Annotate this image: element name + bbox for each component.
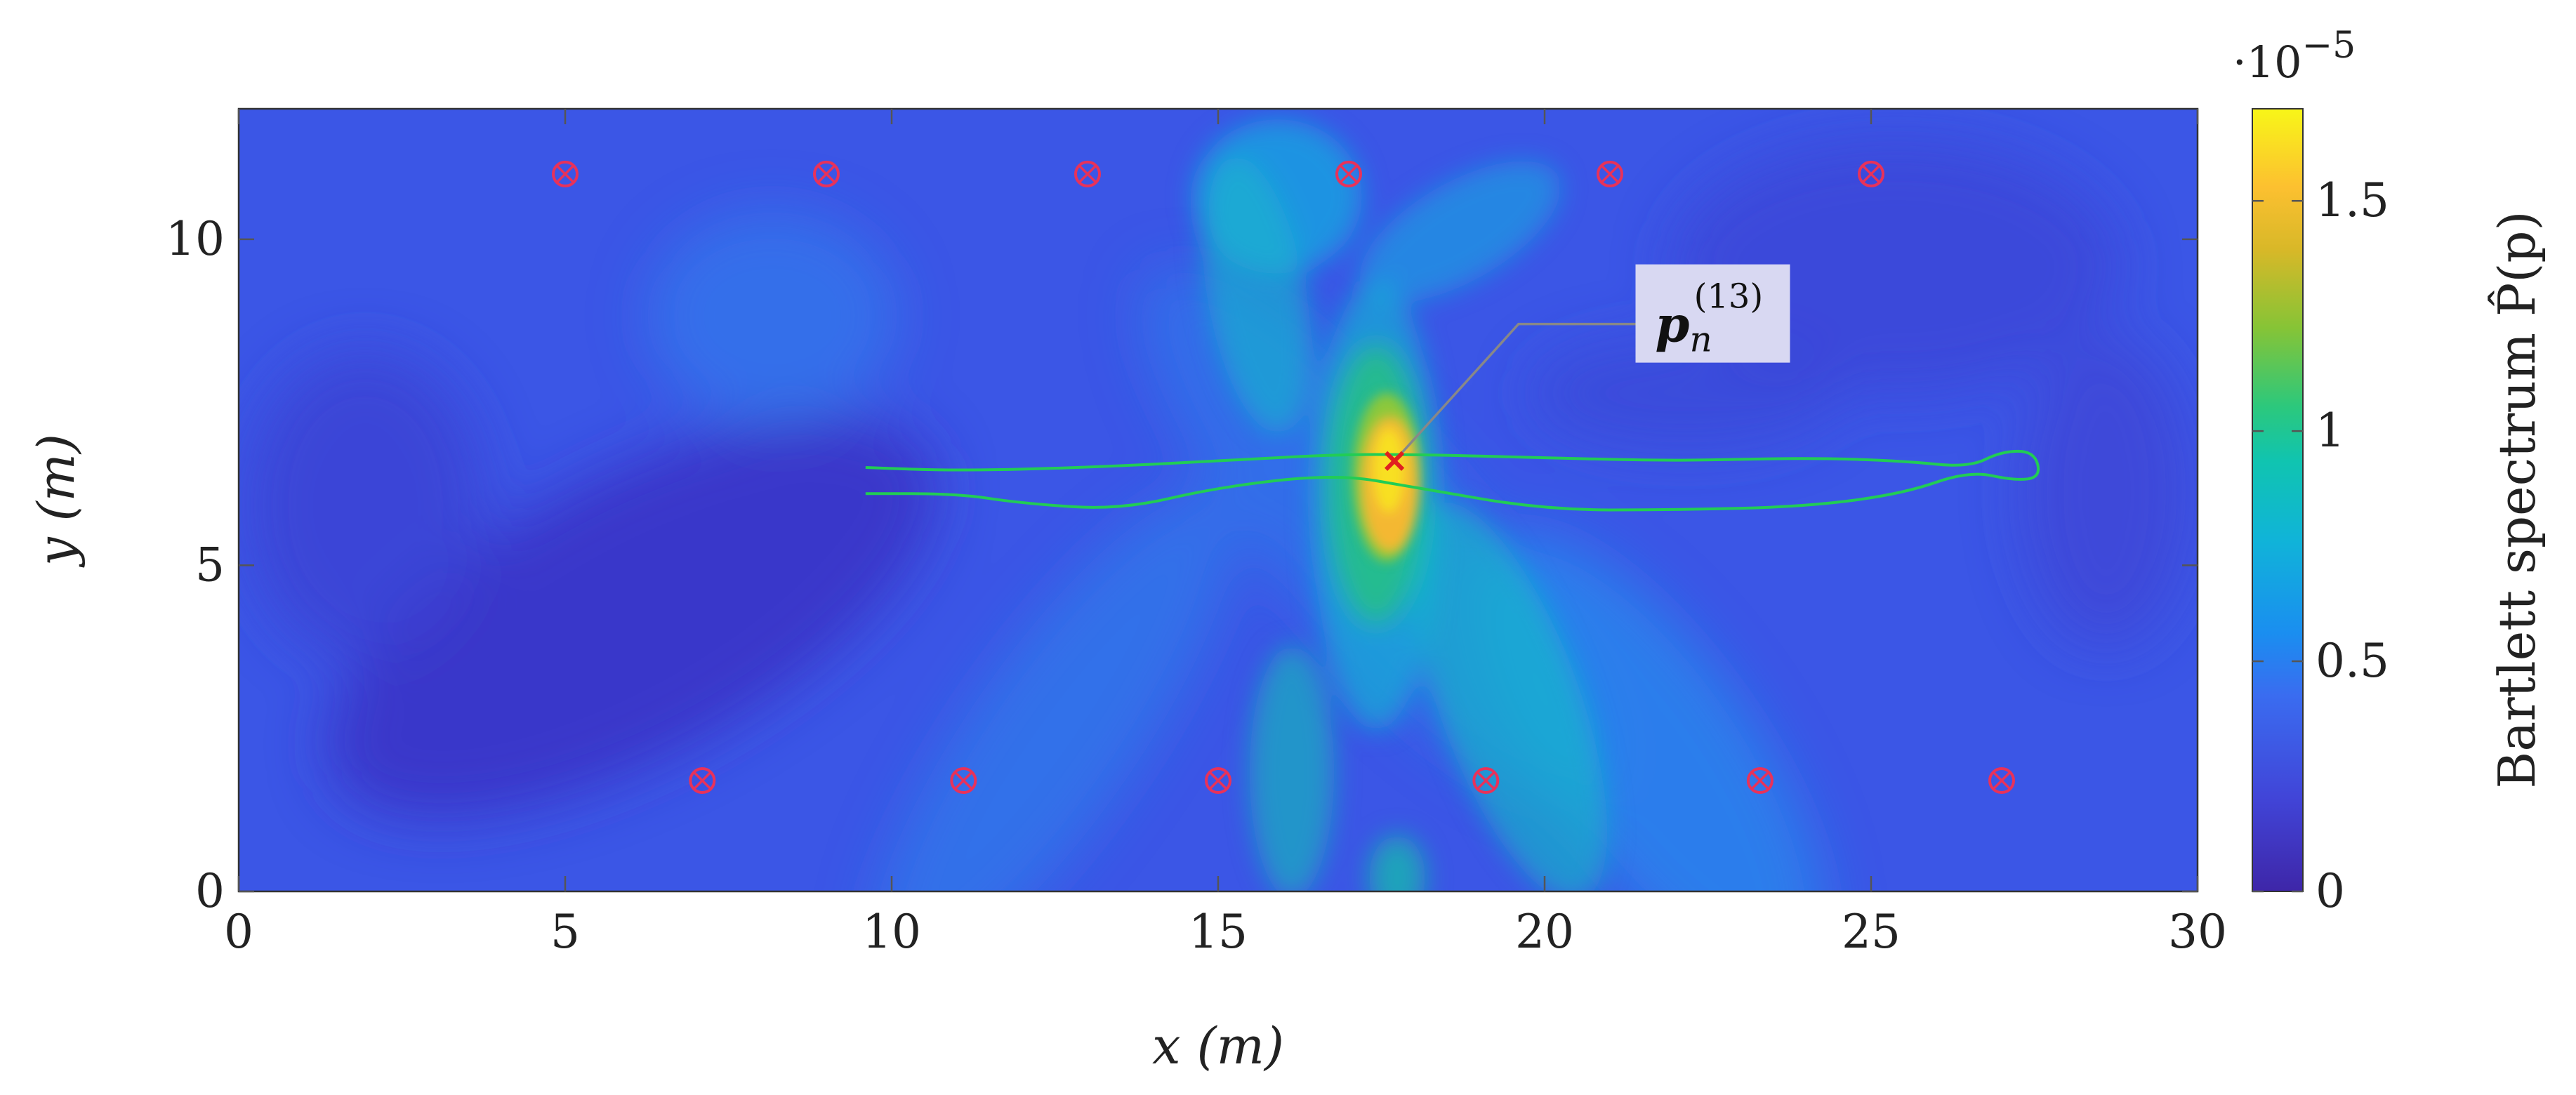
- x-tick-label: 30: [2168, 905, 2227, 959]
- trajectory-layer: [865, 449, 2040, 512]
- y-tick-label: 0: [195, 864, 225, 918]
- anchor-marker-top: [813, 160, 840, 187]
- x-tick-label: 5: [550, 905, 580, 959]
- colorbar-multiplier: ·10−5: [2233, 25, 2356, 88]
- anchor-layer: [552, 160, 2015, 795]
- x-tick-label: 0: [224, 905, 253, 959]
- colorbar-tick-label: 1.5: [2316, 173, 2389, 227]
- colorbar-tick-label: 0: [2316, 864, 2345, 918]
- x-tick-label: 15: [1189, 905, 1248, 959]
- anchor-marker-bottom: [950, 767, 977, 795]
- annotation-layer: pn(13): [1384, 264, 1790, 471]
- x-ticks: 0 5 10 15 20 25 30: [224, 109, 2227, 959]
- anchor-marker-top: [1335, 160, 1362, 187]
- anchor-marker-bottom: [689, 767, 716, 795]
- anchor-marker-top: [552, 160, 579, 187]
- x-tick-label: 25: [1842, 905, 1901, 959]
- y-ticks: 0 5 10: [166, 212, 2198, 918]
- x-axis-label: x (m): [1152, 1016, 1284, 1075]
- anchor-marker-top: [1074, 160, 1101, 187]
- trajectory-line: [865, 449, 2040, 512]
- colorbar-label: Bartlett spectrum P̂(p): [2487, 211, 2547, 788]
- anchor-marker-bottom: [1205, 767, 1231, 795]
- colorbar: 0 0.5 1 1.5 ·10−5 Bartlett spectrum P̂(p): [2233, 25, 2547, 918]
- anchor-marker-top: [1597, 160, 1623, 187]
- heatmap-field: [239, 109, 2198, 891]
- colorbar-tick-label: 0.5: [2316, 634, 2389, 688]
- annotation-label: pn(13): [1656, 277, 1764, 360]
- annotation-leader-line: [1393, 322, 1671, 462]
- y-tick-label: 10: [166, 212, 225, 266]
- y-axis-label: y (m): [27, 434, 86, 568]
- anchor-marker-bottom: [1472, 767, 1500, 795]
- anchor-marker-bottom: [1988, 767, 2015, 795]
- x-tick-label: 20: [1515, 905, 1574, 959]
- annotation-box: [1635, 264, 1790, 363]
- colorbar-gradient: [2252, 108, 2304, 892]
- colorbar-tick-label: 1: [2316, 404, 2345, 458]
- anchor-marker-top: [1858, 160, 1884, 187]
- x-tick-label: 10: [862, 905, 921, 959]
- y-tick-label: 5: [195, 538, 225, 592]
- peak-marker: [1384, 451, 1405, 471]
- anchor-marker-bottom: [1746, 767, 1774, 795]
